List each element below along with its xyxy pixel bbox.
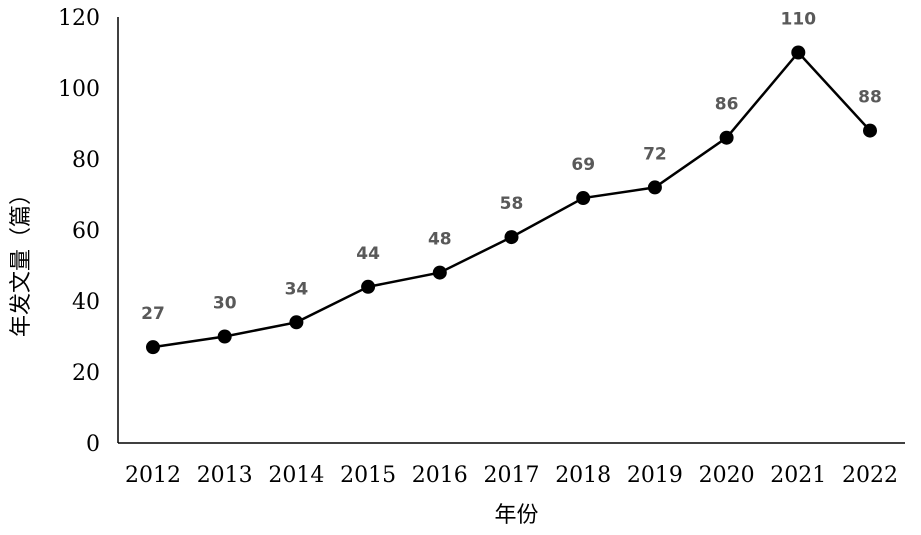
data-label: 44 [356, 244, 380, 264]
x-tick-label: 2017 [484, 463, 540, 488]
data-point [432, 265, 447, 280]
data-point [504, 230, 519, 245]
x-tick-label: 2015 [340, 463, 396, 488]
data-label: 86 [715, 95, 739, 115]
y-tick-label: 0 [86, 432, 100, 457]
data-points [146, 45, 877, 355]
data-point [217, 329, 232, 344]
x-tick-label: 2013 [197, 463, 253, 488]
x-tick-label: 2014 [268, 463, 324, 488]
y-tick-label: 60 [72, 219, 100, 244]
x-tick-label: 2022 [842, 463, 898, 488]
data-label: 27 [141, 304, 165, 324]
data-label: 69 [571, 155, 595, 175]
data-point [289, 315, 304, 330]
data-labels: 27 30 34 44 48 58 69 72 86 110 88 [141, 10, 882, 325]
data-point [791, 45, 806, 60]
x-tick-label: 2016 [412, 463, 468, 488]
y-tick-label: 100 [58, 77, 100, 102]
x-tick-label: 2019 [627, 463, 683, 488]
data-label: 88 [858, 88, 882, 108]
x-tick-label: 2021 [770, 463, 826, 488]
y-axis-title: 年发文量（篇） [9, 183, 34, 337]
y-tick-label: 40 [72, 290, 100, 315]
y-tick-label: 80 [72, 148, 100, 173]
x-tick-label: 2012 [125, 463, 181, 488]
y-axis-ticks: 0 20 40 60 80 100 120 [58, 6, 100, 457]
data-label: 58 [500, 194, 524, 214]
x-axis-title: 年份 [494, 503, 538, 528]
data-label: 72 [643, 144, 667, 164]
data-point [361, 279, 376, 294]
y-tick-label: 20 [72, 361, 100, 386]
data-point [576, 191, 591, 206]
y-tick-label: 120 [58, 6, 100, 31]
data-label: 48 [428, 230, 452, 250]
data-label: 30 [213, 294, 237, 314]
data-point [146, 340, 160, 355]
data-label: 110 [781, 10, 817, 30]
x-tick-label: 2020 [699, 463, 755, 488]
data-point [719, 130, 734, 145]
x-tick-label: 2018 [555, 463, 611, 488]
data-point [647, 180, 662, 195]
data-label: 34 [285, 279, 309, 299]
x-axis-ticks: 2012 2013 2014 2015 2016 2017 2018 2019 2020 2021… [125, 463, 898, 488]
data-point [863, 123, 877, 138]
